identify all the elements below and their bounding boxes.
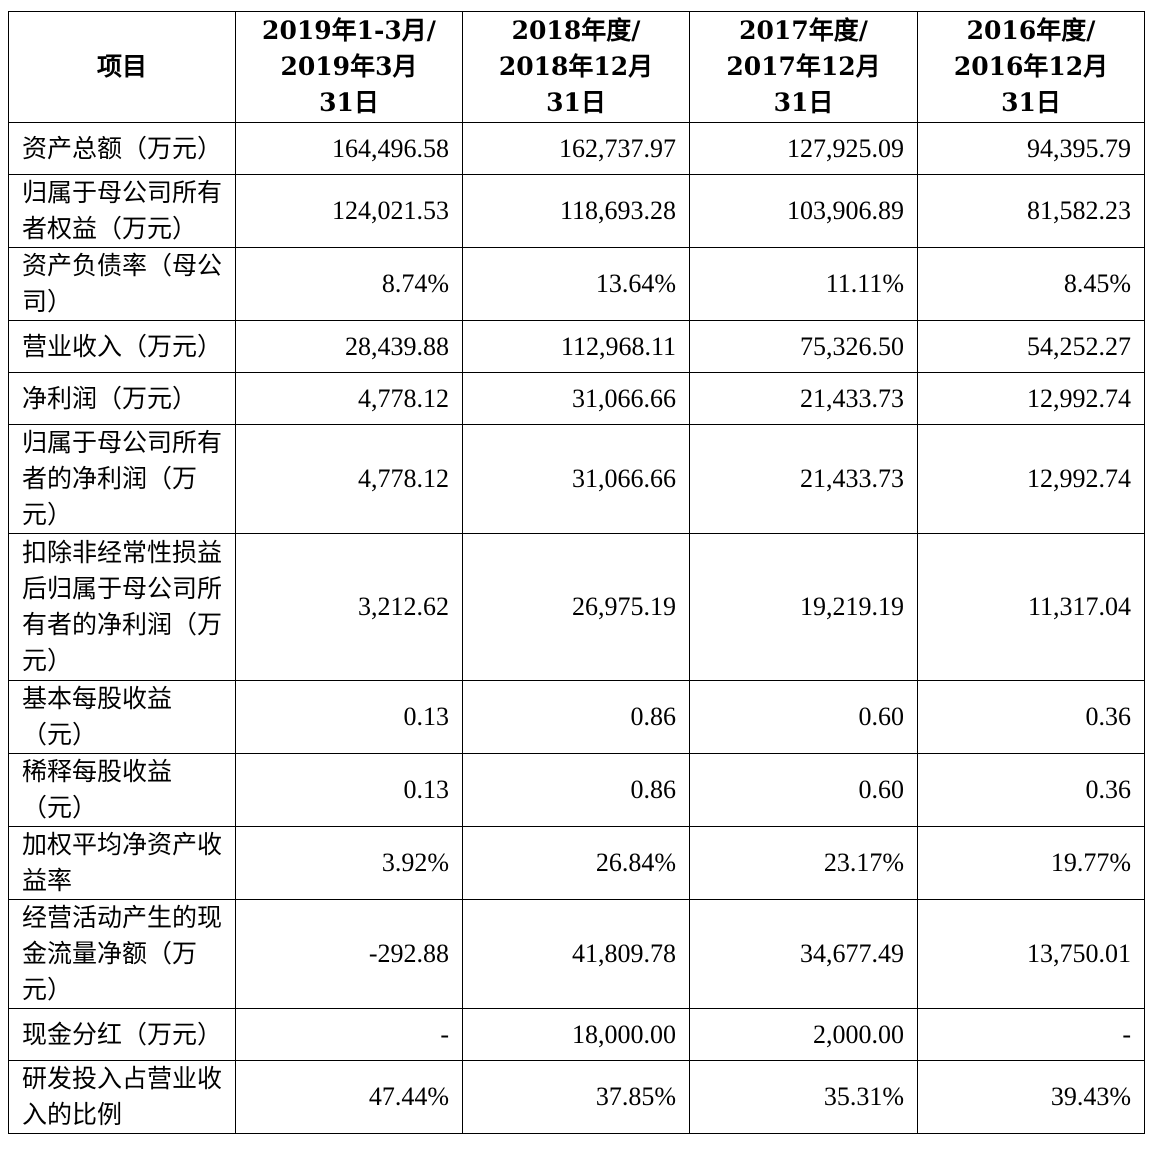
row-value: 34,677.49 bbox=[689, 899, 918, 1009]
row-value: 2,000.00 bbox=[689, 1008, 918, 1061]
row-value: 8.74% bbox=[235, 247, 463, 321]
row-value: 12,992.74 bbox=[917, 372, 1145, 425]
financial-summary-table: 项目 2019年1-3月/ 2019年3月 31日 2018年度/ 2018年1… bbox=[8, 11, 1145, 1134]
row-label: 资产总额（万元） bbox=[8, 122, 236, 175]
row-value: 31,066.66 bbox=[462, 424, 690, 534]
row-value: 103,906.89 bbox=[689, 174, 918, 248]
row-value: 118,693.28 bbox=[462, 174, 690, 248]
row-value: 13.64% bbox=[462, 247, 690, 321]
row-value: 21,433.73 bbox=[689, 424, 918, 534]
row-value: 41,809.78 bbox=[462, 899, 690, 1009]
row-value: 47.44% bbox=[235, 1060, 463, 1134]
row-label: 加权平均净资产收益率 bbox=[8, 826, 236, 900]
row-value: 19.77% bbox=[917, 826, 1145, 900]
table-row: 基本每股收益（元） 0.13 0.86 0.60 0.36 bbox=[8, 680, 1145, 754]
row-value: 8.45% bbox=[917, 247, 1145, 321]
row-value: 11.11% bbox=[689, 247, 918, 321]
row-value: 31,066.66 bbox=[462, 372, 690, 425]
row-value: 18,000.00 bbox=[462, 1008, 690, 1061]
table-row: 现金分红（万元） -18,000.00 2,000.00- bbox=[8, 1008, 1145, 1061]
row-value: 0.60 bbox=[689, 680, 918, 754]
row-value: 3,212.62 bbox=[235, 533, 463, 681]
row-value: 35.31% bbox=[689, 1060, 918, 1134]
header-period-2016: 2016年度/ 2016年12月 31日 bbox=[917, 11, 1145, 123]
row-label: 归属于母公司所有者权益（万元） bbox=[8, 174, 236, 248]
row-value: 94,395.79 bbox=[917, 122, 1145, 175]
table-body: 资产总额（万元） 164,496.58 162,737.97 127,925.09 94… bbox=[8, 122, 1145, 1134]
row-value: 3.92% bbox=[235, 826, 463, 900]
table-row: 资产总额（万元） 164,496.58 162,737.97 127,925.09 94… bbox=[8, 122, 1145, 175]
row-label: 资产负债率（母公司） bbox=[8, 247, 236, 321]
row-value: 162,737.97 bbox=[462, 122, 690, 175]
row-label: 净利润（万元） bbox=[8, 372, 236, 425]
row-label: 稀释每股收益（元） bbox=[8, 753, 236, 827]
row-value: 4,778.12 bbox=[235, 424, 463, 534]
row-label: 营业收入（万元） bbox=[8, 320, 236, 373]
row-value: 26.84% bbox=[462, 826, 690, 900]
row-value: 28,439.88 bbox=[235, 320, 463, 373]
row-value: 127,925.09 bbox=[689, 122, 918, 175]
row-label: 基本每股收益（元） bbox=[8, 680, 236, 754]
row-value: 112,968.11 bbox=[462, 320, 690, 373]
row-value: 19,219.19 bbox=[689, 533, 918, 681]
table-row: 资产负债率（母公司） 8.74% 13.64% 11.11% 8.45% bbox=[8, 247, 1145, 321]
header-period-2017: 2017年度/ 2017年12月 31日 bbox=[689, 11, 918, 123]
header-period-2019q1: 2019年1-3月/ 2019年3月 31日 bbox=[235, 11, 463, 123]
row-label: 扣除非经常性损益后归属于母公司所有者的净利润（万元） bbox=[8, 533, 236, 681]
table-row: 归属于母公司所有者权益（万元） 124,021.53 118,693.28 103,9… bbox=[8, 174, 1145, 248]
row-value: 164,496.58 bbox=[235, 122, 463, 175]
row-value: 23.17% bbox=[689, 826, 918, 900]
table-row: 扣除非经常性损益后归属于母公司所有者的净利润（万元） 3,212.62 26,975… bbox=[8, 533, 1145, 681]
row-value: 124,021.53 bbox=[235, 174, 463, 248]
table-header-row: 项目 2019年1-3月/ 2019年3月 31日 2018年度/ 2018年1… bbox=[8, 11, 1145, 123]
row-label: 现金分红（万元） bbox=[8, 1008, 236, 1061]
row-value: 0.36 bbox=[917, 680, 1145, 754]
row-value: 21,433.73 bbox=[689, 372, 918, 425]
row-value: - bbox=[917, 1008, 1145, 1061]
table-row: 经营活动产生的现金流量净额（万元） -292.88 41,809.78 34,677.… bbox=[8, 899, 1145, 1009]
table-row: 归属于母公司所有者的净利润（万元） 4,778.12 31,066.66 21,433… bbox=[8, 424, 1145, 534]
row-value: 11,317.04 bbox=[917, 533, 1145, 681]
row-value: 0.13 bbox=[235, 680, 463, 754]
row-value: 0.60 bbox=[689, 753, 918, 827]
row-label: 归属于母公司所有者的净利润（万元） bbox=[8, 424, 236, 534]
row-value: 0.13 bbox=[235, 753, 463, 827]
row-value: 12,992.74 bbox=[917, 424, 1145, 534]
table-row: 净利润（万元） 4,778.12 31,066.66 21,433.73 12,992.… bbox=[8, 372, 1145, 425]
header-period-2018: 2018年度/ 2018年12月 31日 bbox=[462, 11, 690, 123]
row-value: 37.85% bbox=[462, 1060, 690, 1134]
row-value: 13,750.01 bbox=[917, 899, 1145, 1009]
header-item: 项目 bbox=[8, 11, 236, 123]
row-value: 0.86 bbox=[462, 753, 690, 827]
row-label: 经营活动产生的现金流量净额（万元） bbox=[8, 899, 236, 1009]
row-value: 26,975.19 bbox=[462, 533, 690, 681]
table-row: 稀释每股收益（元） 0.13 0.86 0.60 0.36 bbox=[8, 753, 1145, 827]
row-value: 0.86 bbox=[462, 680, 690, 754]
row-value: -292.88 bbox=[235, 899, 463, 1009]
row-value: 39.43% bbox=[917, 1060, 1145, 1134]
row-value: 54,252.27 bbox=[917, 320, 1145, 373]
row-value: - bbox=[235, 1008, 463, 1061]
table-row: 营业收入（万元） 28,439.88 112,968.11 75,326.50 54,2… bbox=[8, 320, 1145, 373]
table-row: 研发投入占营业收入的比例 47.44% 37.85% 35.31% 39.43% bbox=[8, 1060, 1145, 1134]
row-value: 81,582.23 bbox=[917, 174, 1145, 248]
row-value: 4,778.12 bbox=[235, 372, 463, 425]
table-row: 加权平均净资产收益率 3.92% 26.84% 23.17% 19.77% bbox=[8, 826, 1145, 900]
row-value: 0.36 bbox=[917, 753, 1145, 827]
row-label: 研发投入占营业收入的比例 bbox=[8, 1060, 236, 1134]
row-value: 75,326.50 bbox=[689, 320, 918, 373]
